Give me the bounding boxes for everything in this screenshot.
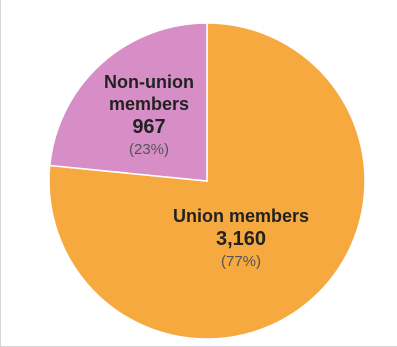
slice-name-label-1-0: Non-union bbox=[104, 72, 194, 92]
slice-percent-label-1: (23%) bbox=[129, 141, 169, 158]
slice-percent-label-0: (77%) bbox=[221, 253, 261, 270]
pie-slice-1 bbox=[48, 22, 208, 182]
slice-value-label-0: 3,160 bbox=[216, 228, 266, 250]
slice-name-label-1-1: members bbox=[109, 94, 189, 114]
pie-slices bbox=[48, 22, 366, 340]
slice-name-label-0-0: Union members bbox=[173, 206, 309, 226]
slice-value-label-1: 967 bbox=[132, 116, 165, 138]
